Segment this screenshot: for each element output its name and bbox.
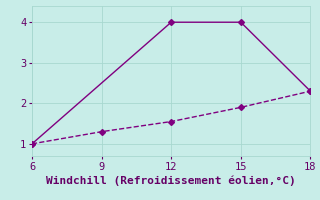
X-axis label: Windchill (Refroidissement éolien,°C): Windchill (Refroidissement éolien,°C) xyxy=(46,176,296,186)
